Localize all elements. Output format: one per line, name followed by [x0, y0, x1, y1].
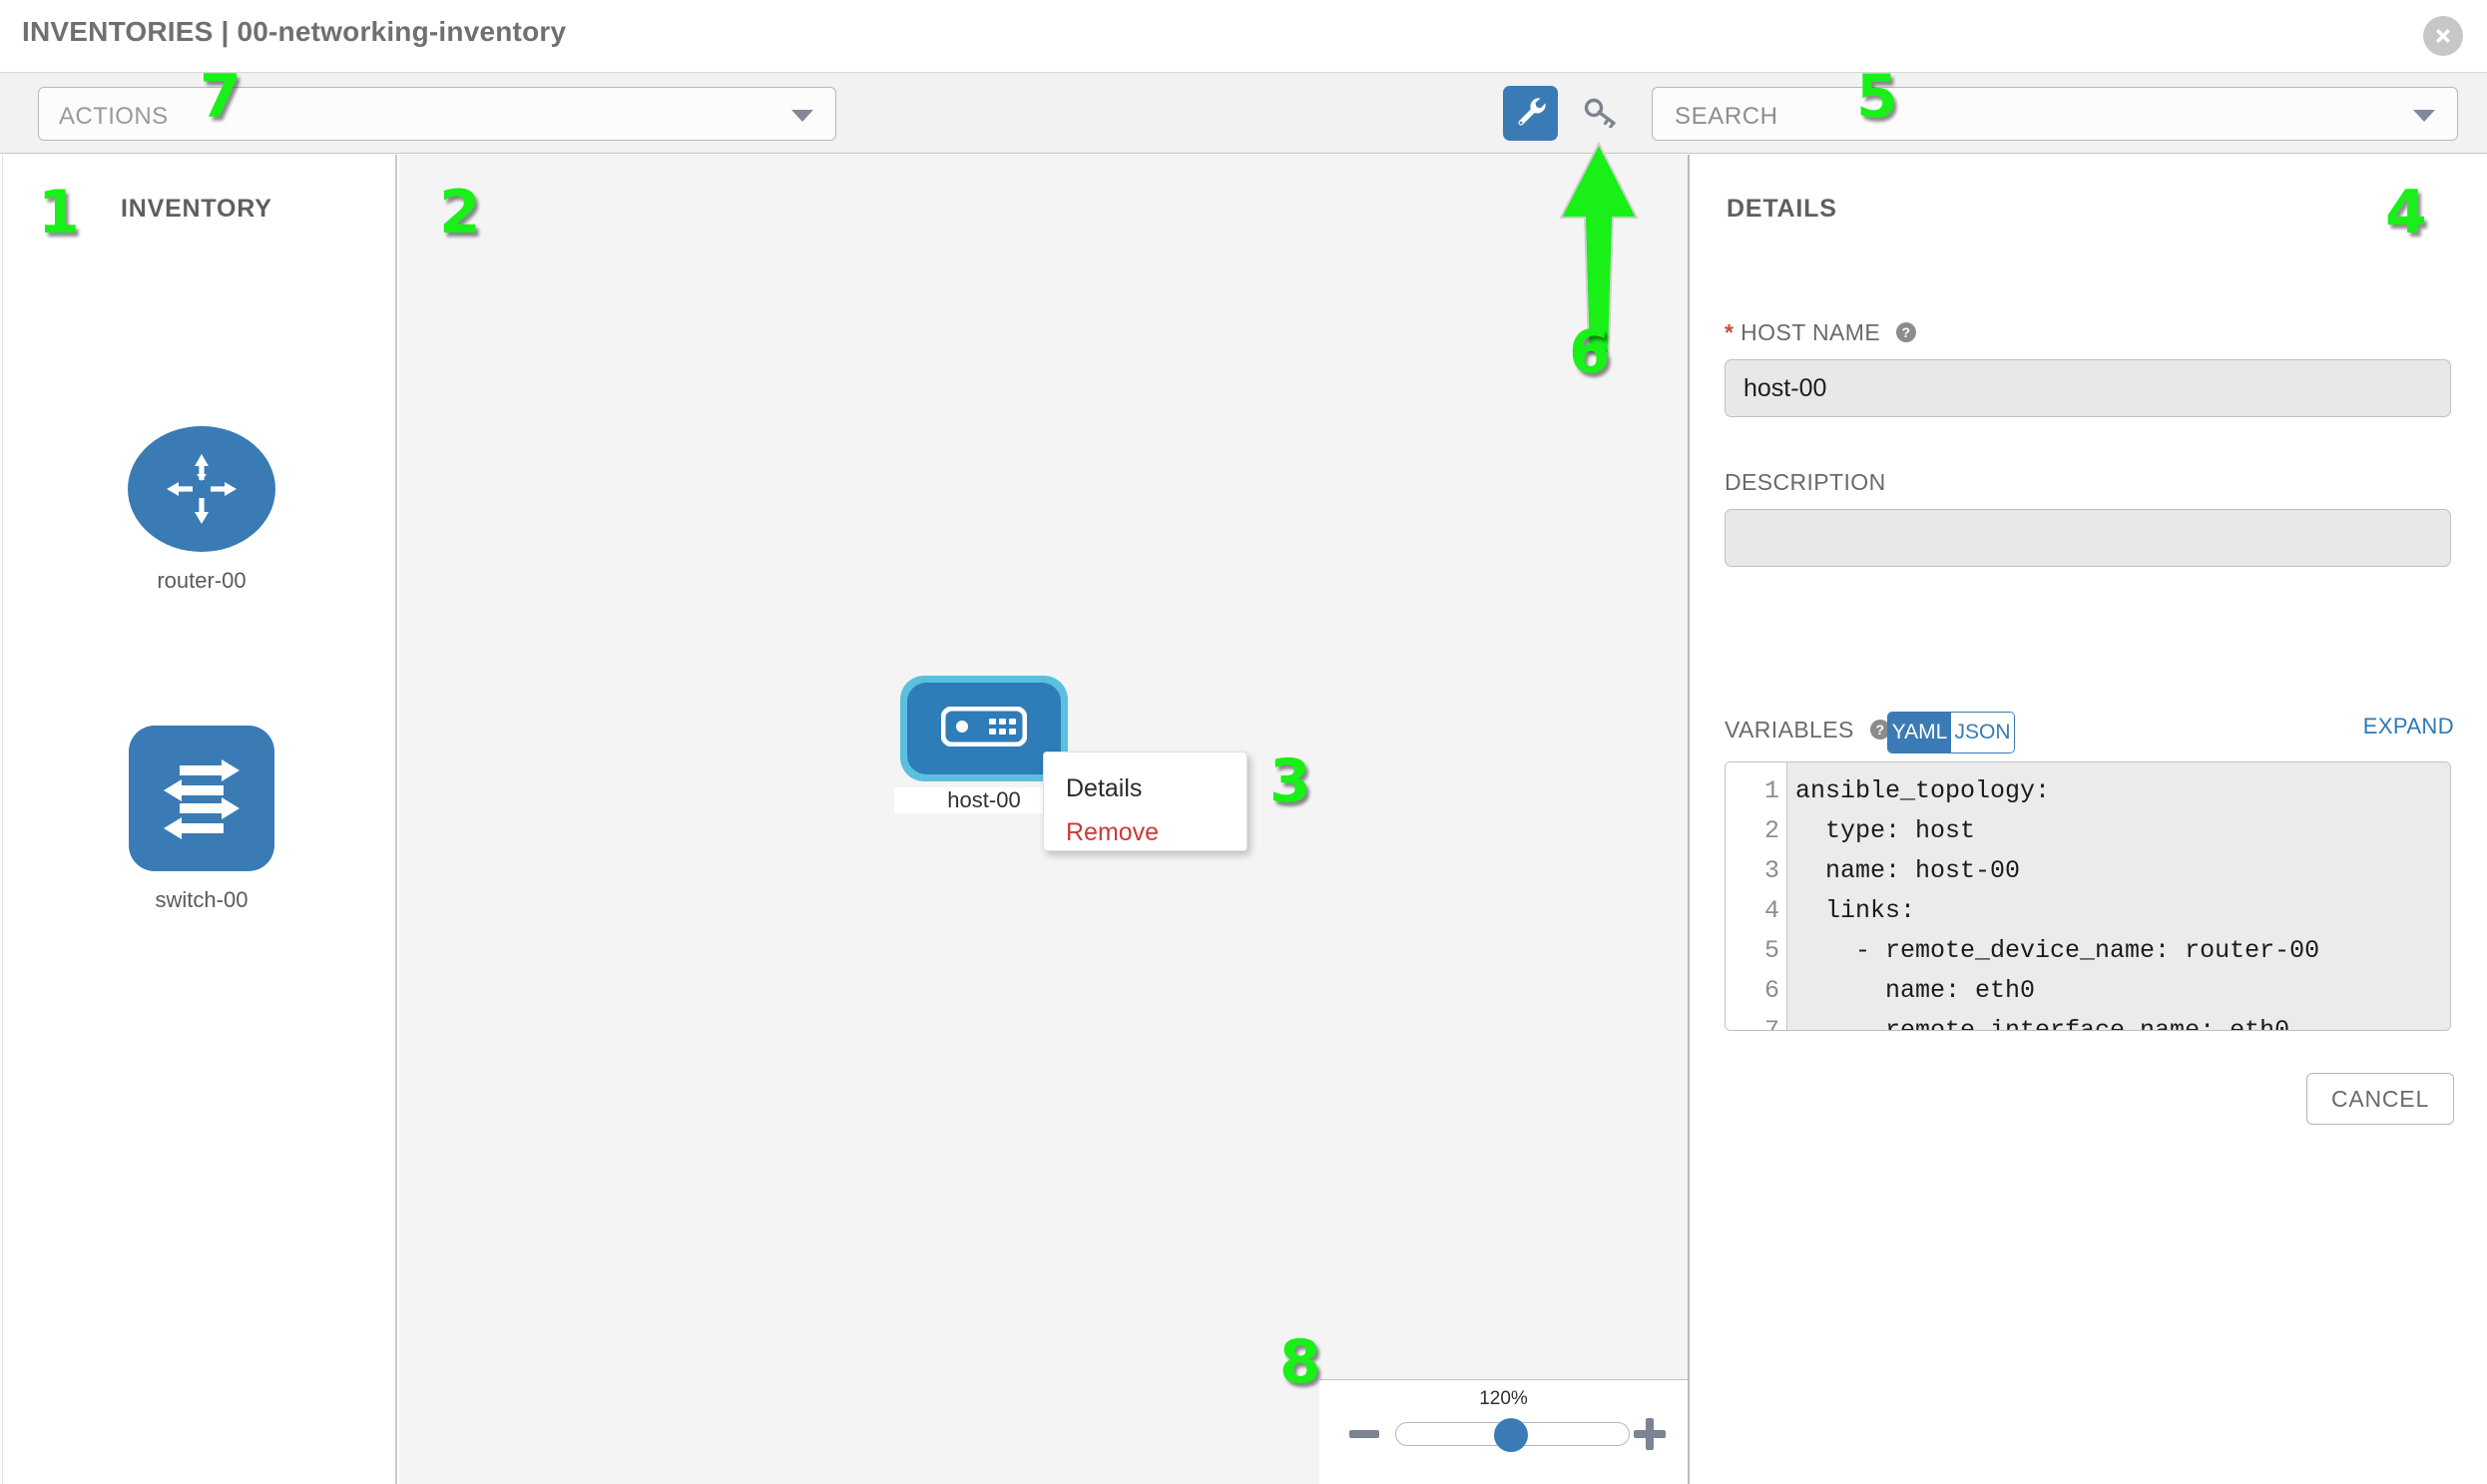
host-name-label-text: HOST NAME	[1741, 319, 1881, 345]
chevron-down-icon	[791, 110, 813, 122]
sidebar-item-label: router-00	[157, 568, 247, 593]
wrench-icon	[1514, 94, 1548, 133]
sidebar-item-router-00[interactable]: router-00	[3, 426, 400, 594]
node-context-menu[interactable]: Details Remove	[1043, 751, 1247, 851]
editor-line-numbers: 1 2 3 4 5 6 7	[1726, 762, 1787, 1030]
code-line: ansible_topology:	[1795, 776, 2051, 805]
credentials-key-button[interactable]	[1575, 88, 1627, 140]
description-input[interactable]	[1725, 509, 2451, 567]
search-placeholder-label: SEARCH	[1675, 103, 1778, 130]
router-icon-wrap	[3, 426, 400, 552]
code-line: name: host-00	[1795, 856, 2021, 885]
zoom-control: 120%	[1319, 1379, 1688, 1484]
variables-label-text: VARIABLES	[1725, 717, 1854, 742]
line-number: 1	[1763, 776, 1779, 805]
variables-label: VARIABLES ?	[1725, 717, 1891, 746]
chevron-down-icon	[2413, 110, 2435, 122]
search-field[interactable]: SEARCH	[1652, 87, 2458, 141]
line-number: 7	[1763, 1016, 1779, 1031]
context-menu-item-remove[interactable]: Remove	[1066, 818, 1160, 846]
code-line: type: host	[1795, 816, 1976, 845]
toolbar: ACTIONS SEARCH	[0, 72, 2487, 154]
context-menu-item-details[interactable]: Details	[1066, 774, 1143, 802]
code-line: remote_interface_name: eth0	[1795, 1016, 2290, 1031]
help-circle-icon[interactable]: ?	[1895, 321, 1917, 349]
actions-dropdown-label: ACTIONS	[59, 103, 169, 130]
sidebar-item-switch-00[interactable]: switch-00	[3, 726, 400, 913]
toggle-option-json[interactable]: JSON	[1951, 713, 2014, 752]
toggle-edit-tools-button[interactable]	[1503, 86, 1558, 141]
details-panel: DETAILS * HOST NAME ? host-00 DESCRIPTIO…	[1692, 155, 2487, 1484]
zoom-percent-label: 120%	[1479, 1388, 1528, 1409]
line-number: 2	[1763, 816, 1779, 845]
window-titlebar: INVENTORIES | 00-networking-inventory	[0, 0, 2487, 72]
code-line: links:	[1795, 896, 1916, 925]
node-body	[907, 683, 1061, 774]
description-label: DESCRIPTION	[1725, 469, 1886, 495]
cancel-button[interactable]: CANCEL	[2306, 1073, 2454, 1125]
actions-dropdown[interactable]: ACTIONS	[38, 87, 836, 141]
inventory-title: INVENTORY	[121, 195, 272, 223]
svg-text:?: ?	[1875, 722, 1884, 738]
line-number: 4	[1763, 896, 1779, 925]
line-number: 3	[1763, 856, 1779, 885]
expand-variables-link[interactable]: EXPAND	[2362, 714, 2454, 739]
code-line: - remote_device_name: router-00	[1795, 936, 2320, 965]
zoom-slider-thumb[interactable]	[1494, 1418, 1528, 1452]
page-title: INVENTORIES | 00-networking-inventory	[22, 16, 567, 47]
inventory-sidebar-inner: INVENTORY router-00	[2, 155, 395, 1484]
topology-canvas[interactable]: host-00 Details Remove	[399, 155, 1690, 1484]
inventory-sidebar: INVENTORY router-00	[0, 155, 397, 1484]
host-name-label: * HOST NAME ?	[1725, 319, 1917, 349]
router-icon	[128, 426, 275, 552]
svg-text:?: ?	[1901, 324, 1910, 340]
sidebar-item-label: switch-00	[155, 887, 249, 912]
switch-icon-wrap	[3, 726, 400, 871]
key-icon	[1583, 96, 1619, 133]
help-circle-icon[interactable]: ?	[1869, 719, 1891, 746]
toggle-option-yaml[interactable]: YAML	[1888, 713, 1951, 752]
close-button[interactable]	[2423, 16, 2463, 56]
line-number: 6	[1763, 976, 1779, 1005]
close-icon	[2432, 25, 2454, 47]
editor-content[interactable]: ansible_topology: type: host name: host-…	[1787, 762, 2450, 1030]
code-line: name: eth0	[1795, 976, 2036, 1005]
host-name-input[interactable]: host-00	[1725, 359, 2451, 417]
line-number: 5	[1763, 936, 1779, 965]
variables-format-toggle: YAML JSON	[1887, 712, 2015, 753]
variables-editor[interactable]: 1 2 3 4 5 6 7 ansible_topology: type: ho…	[1725, 761, 2451, 1031]
required-marker: *	[1725, 319, 1735, 345]
server-icon	[940, 706, 1028, 751]
zoom-out-button[interactable]	[1349, 1430, 1379, 1438]
switch-icon	[129, 726, 274, 871]
zoom-in-button[interactable]	[1634, 1418, 1666, 1450]
details-title: DETAILS	[1727, 195, 1837, 223]
